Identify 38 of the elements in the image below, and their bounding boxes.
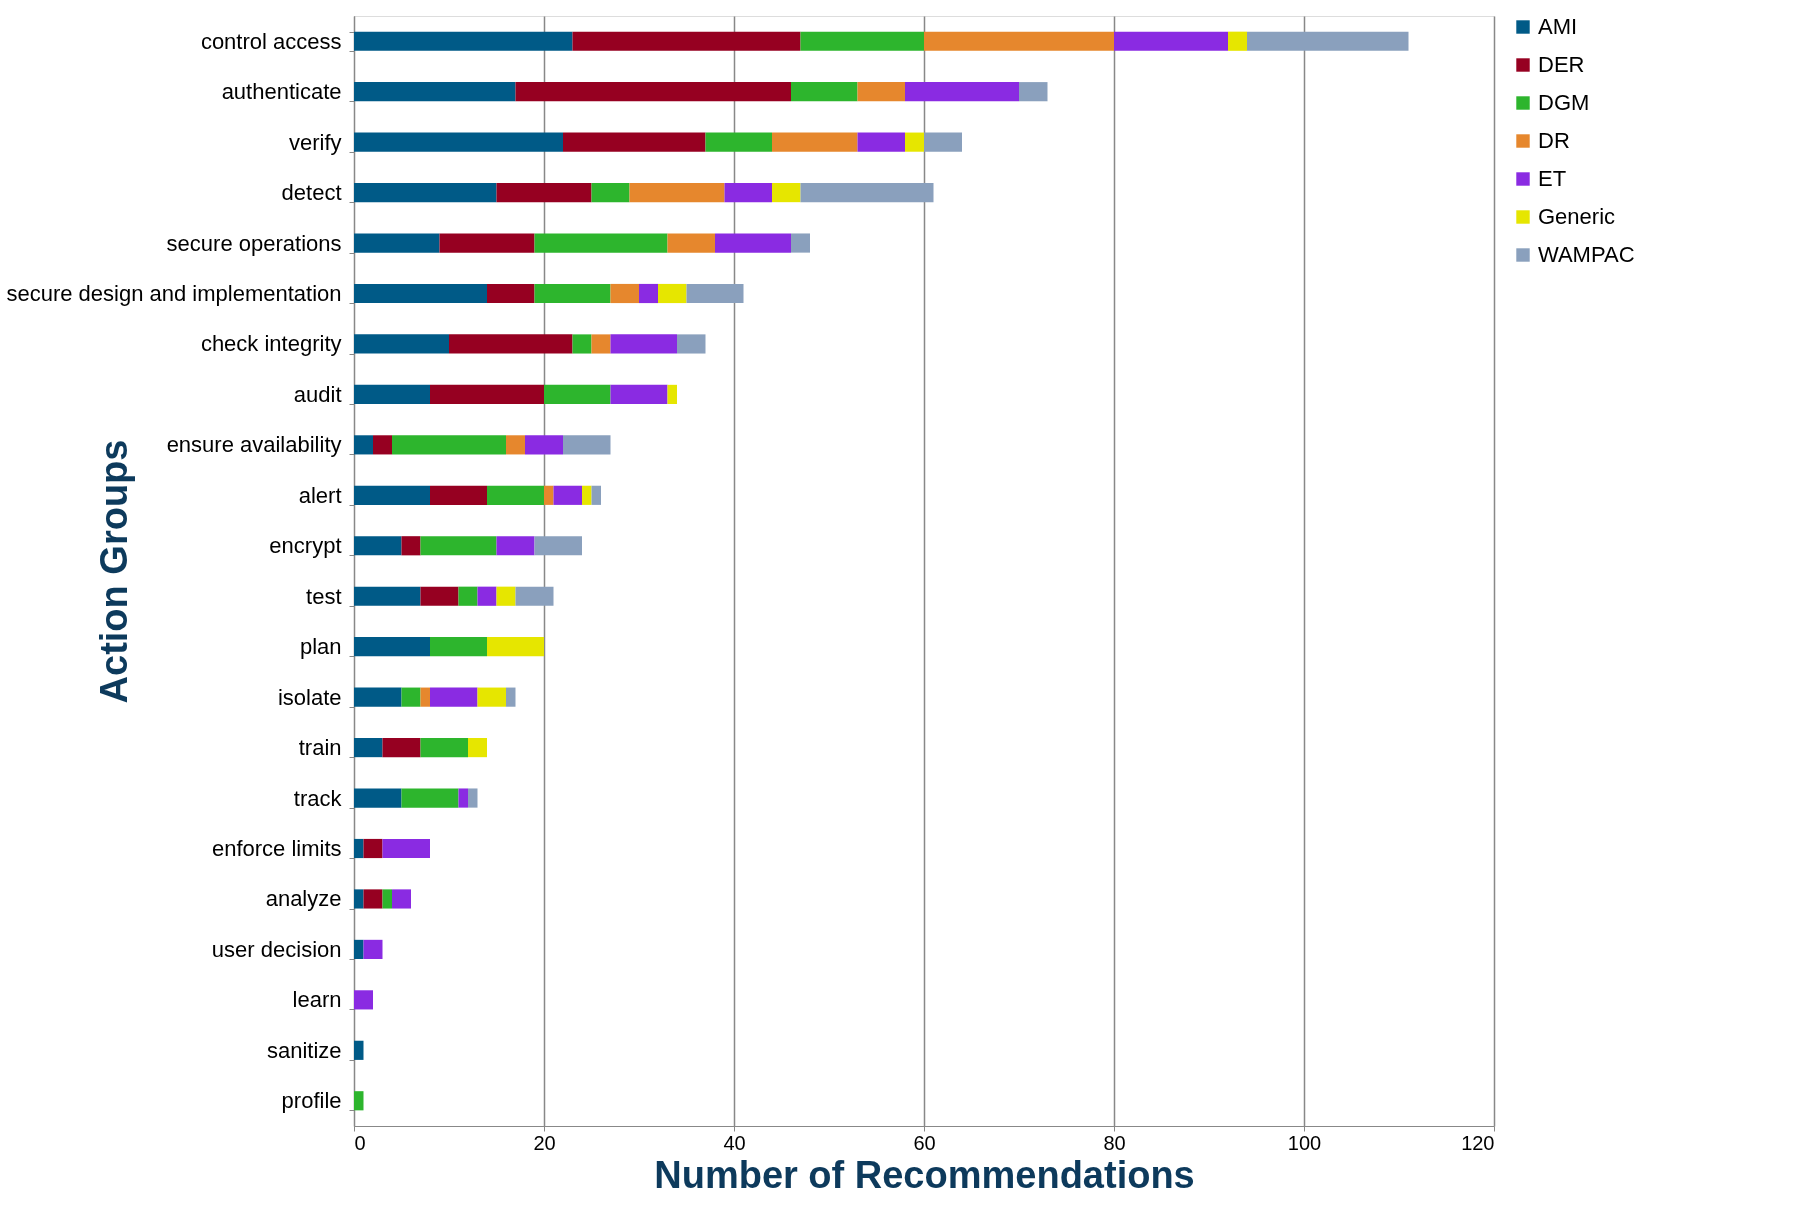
y-tick-label: train	[298, 735, 342, 761]
x-tick-label: 120	[1461, 1131, 1495, 1154]
legend-label: WAMPAC	[1538, 242, 1635, 267]
y-tick-label: audit	[293, 381, 342, 407]
y-tick-label: detect	[281, 180, 342, 206]
y-tick-label: control access	[200, 28, 342, 54]
y-tick-label: learn	[292, 987, 342, 1013]
legend-label: ET	[1538, 166, 1567, 191]
x-tick-label: 0	[354, 1131, 366, 1154]
legend-label: DER	[1538, 52, 1585, 77]
y-tick-label: encrypt	[269, 533, 342, 559]
y-tick-label: plan	[299, 634, 342, 660]
legend-label: DGM	[1538, 90, 1590, 115]
y-tick-label: authenticate	[221, 79, 342, 105]
y-tick-label: track	[293, 785, 343, 811]
y-tick-label: isolate	[277, 684, 342, 710]
legend-label: DR	[1538, 128, 1570, 153]
y-tick-label: secure design and implementation	[6, 281, 342, 306]
y-axis-title: Action Groups	[92, 439, 135, 704]
x-tick-label: 40	[723, 1131, 746, 1154]
y-tick-label: verify	[288, 129, 342, 155]
x-tick-label: 100	[1287, 1131, 1322, 1154]
y-tick-label: profile	[281, 1088, 342, 1114]
y-tick-label: ensure availability	[166, 432, 342, 458]
x-tick-label: 60	[913, 1131, 936, 1154]
y-tick-label: test	[306, 583, 342, 609]
legend-label: Generic	[1538, 204, 1616, 229]
y-tick-label: alert	[298, 482, 342, 508]
x-tick-label: 80	[1103, 1131, 1126, 1154]
y-tick-label: analyze	[265, 886, 342, 912]
y-tick-label: user decision	[211, 936, 342, 962]
x-tick-label: 20	[533, 1131, 556, 1154]
y-tick-label: secure operations	[166, 230, 342, 256]
x-axis-title: Number of Recommendations	[654, 1153, 1195, 1196]
y-tick-label: check integrity	[200, 331, 342, 357]
y-tick-label: enforce limits	[211, 836, 342, 861]
legend-label: AMI	[1538, 14, 1578, 39]
y-tick-label: sanitize	[266, 1037, 342, 1063]
